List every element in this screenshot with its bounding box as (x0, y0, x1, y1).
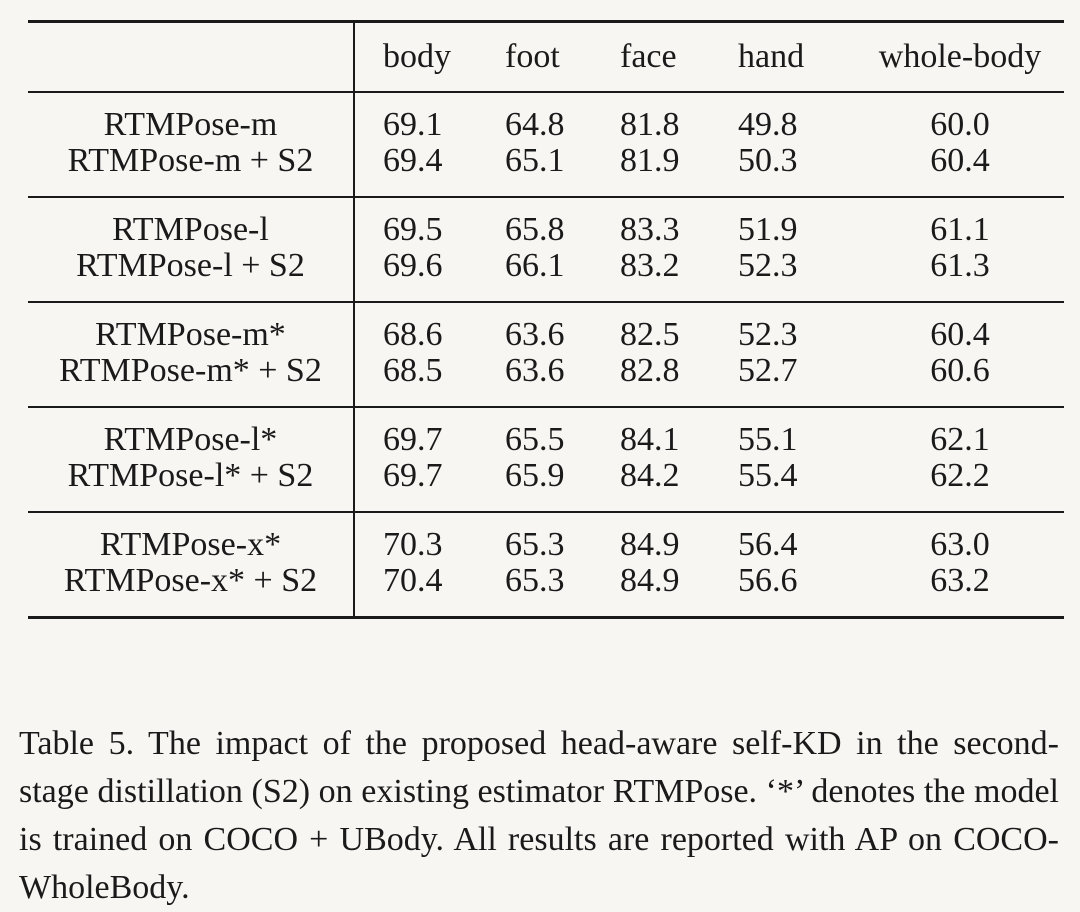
value-face: 84.9 (620, 562, 680, 599)
model-name: RTMPose-l* (28, 406, 355, 457)
value-hand: 55.1 (738, 406, 856, 457)
header-hand: hand (738, 38, 805, 75)
value-foot: 65.1 (505, 142, 565, 179)
value-body: 69.7 (383, 457, 443, 494)
table-caption: Table 5. The impact of the proposed head… (19, 725, 1059, 906)
model-name: RTMPose-l (28, 196, 355, 247)
table-header-row: body foot face hand whole-body (28, 21, 1064, 92)
model-name: RTMPose-m* + S2 (28, 352, 355, 407)
value-foot: 65.3 (505, 511, 620, 562)
header-foot: foot (505, 38, 560, 75)
header-body: body (383, 38, 451, 75)
header-model (28, 21, 355, 92)
value-face: 81.9 (620, 142, 680, 179)
value-face: 82.5 (620, 301, 738, 352)
results-table: body foot face hand whole-body RTMPose-m… (28, 20, 1064, 619)
value-hand: 50.3 (738, 142, 798, 179)
value-hand: 52.3 (738, 247, 798, 284)
value-body: 69.5 (354, 196, 505, 247)
header-face: face (620, 38, 677, 75)
value-whole-body: 60.6 (930, 352, 990, 389)
value-body: 69.6 (383, 247, 443, 284)
value-whole-body: 61.1 (856, 196, 1064, 247)
table-row: RTMPose-x* 70.3 65.3 84.9 56.4 63.0 (28, 511, 1064, 562)
table-row: RTMPose-m* 68.6 63.6 82.5 52.3 60.4 (28, 301, 1064, 352)
value-hand: 55.4 (738, 457, 798, 494)
model-name: RTMPose-l* + S2 (28, 457, 355, 512)
value-face: 84.1 (620, 406, 738, 457)
table-row: RTMPose-l 69.5 65.8 83.3 51.9 61.1 (28, 196, 1064, 247)
value-foot: 64.8 (505, 91, 620, 142)
value-body: 70.4 (383, 562, 443, 599)
model-name: RTMPose-m + S2 (28, 142, 355, 197)
table-row: RTMPose-m* + S2 68.5 63.6 82.8 52.7 60.6 (28, 352, 1064, 407)
value-foot: 65.8 (505, 196, 620, 247)
value-face: 83.2 (620, 247, 680, 284)
value-face: 82.8 (620, 352, 680, 389)
header-whole-body: whole-body (878, 38, 1042, 75)
value-foot: 65.3 (505, 562, 565, 599)
model-name: RTMPose-m* (28, 301, 355, 352)
value-hand: 52.7 (738, 352, 798, 389)
value-body: 68.6 (354, 301, 505, 352)
value-foot: 66.1 (505, 247, 565, 284)
table-row: RTMPose-m + S2 69.4 65.1 81.9 50.3 60.4 (28, 142, 1064, 197)
value-foot: 63.6 (505, 352, 565, 389)
value-body: 70.3 (354, 511, 505, 562)
value-body: 69.1 (354, 91, 505, 142)
results-table-container: body foot face hand whole-body RTMPose-m… (28, 20, 1064, 619)
value-face: 84.9 (620, 511, 738, 562)
value-hand: 51.9 (738, 196, 856, 247)
value-whole-body: 60.0 (856, 91, 1064, 142)
table-body: RTMPose-m 69.1 64.8 81.8 49.8 60.0 RTMPo… (28, 91, 1064, 618)
table-row: RTMPose-m 69.1 64.8 81.8 49.8 60.0 (28, 91, 1064, 142)
value-hand: 52.3 (738, 301, 856, 352)
value-foot: 65.9 (505, 457, 565, 494)
table-row: RTMPose-l* 69.7 65.5 84.1 55.1 62.1 (28, 406, 1064, 457)
value-whole-body: 62.2 (930, 457, 990, 494)
value-whole-body: 61.3 (930, 247, 990, 284)
value-whole-body: 62.1 (856, 406, 1064, 457)
value-hand: 56.6 (738, 562, 798, 599)
value-body: 68.5 (383, 352, 443, 389)
value-hand: 49.8 (738, 91, 856, 142)
value-face: 84.2 (620, 457, 680, 494)
table-row: RTMPose-l + S2 69.6 66.1 83.2 52.3 61.3 (28, 247, 1064, 302)
value-body: 69.7 (354, 406, 505, 457)
value-whole-body: 63.0 (856, 511, 1064, 562)
value-foot: 63.6 (505, 301, 620, 352)
table-row: RTMPose-l* + S2 69.7 65.9 84.2 55.4 62.2 (28, 457, 1064, 512)
value-whole-body: 60.4 (856, 301, 1064, 352)
value-hand: 56.4 (738, 511, 856, 562)
model-name: RTMPose-x* + S2 (28, 562, 355, 618)
value-face: 81.8 (620, 91, 738, 142)
value-whole-body: 60.4 (930, 142, 990, 179)
value-foot: 65.5 (505, 406, 620, 457)
model-name: RTMPose-x* (28, 511, 355, 562)
table-row: RTMPose-x* + S2 70.4 65.3 84.9 56.6 63.2 (28, 562, 1064, 618)
value-whole-body: 63.2 (930, 562, 990, 599)
model-name: RTMPose-m (28, 91, 355, 142)
model-name: RTMPose-l + S2 (28, 247, 355, 302)
value-body: 69.4 (383, 142, 443, 179)
value-face: 83.3 (620, 196, 738, 247)
